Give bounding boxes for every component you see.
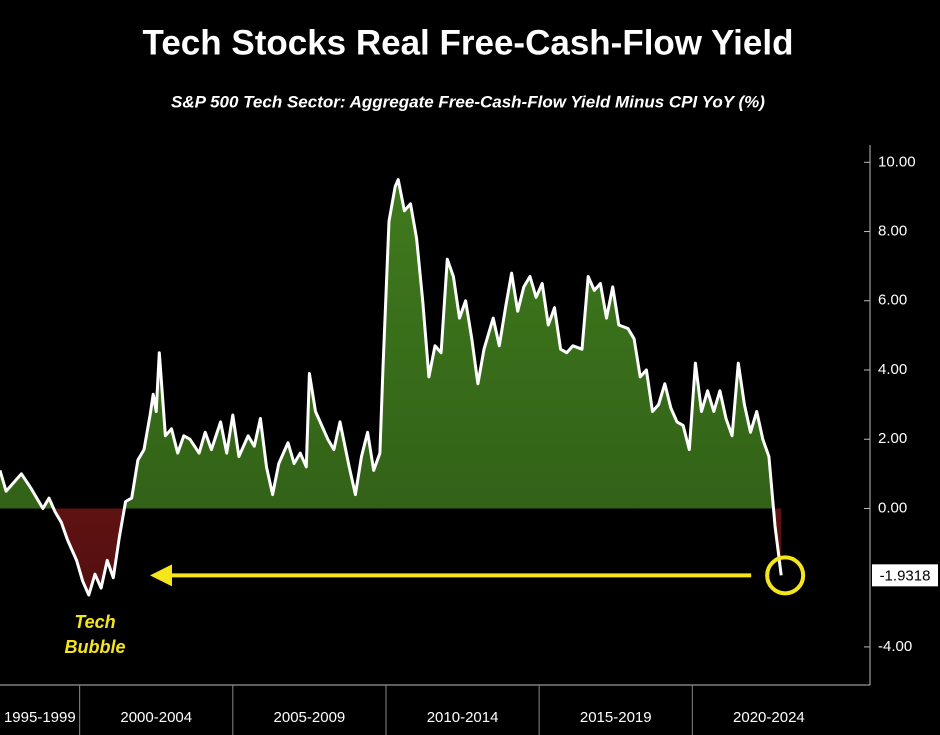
y-tick-label: 10.00 bbox=[878, 153, 916, 170]
y-tick-label: 0.00 bbox=[878, 499, 907, 516]
chart-subtitle: S&P 500 Tech Sector: Aggregate Free-Cash… bbox=[171, 92, 765, 111]
x-tick-label: 2020-2024 bbox=[733, 709, 805, 726]
last-point-circle bbox=[765, 555, 806, 596]
chart-title: Tech Stocks Real Free-Cash-Flow Yield bbox=[143, 23, 794, 62]
annotation: Tech bbox=[74, 612, 115, 632]
x-tick-label: 2010-2014 bbox=[427, 709, 499, 726]
annotation: Bubble bbox=[65, 637, 126, 657]
series-line bbox=[0, 178, 783, 597]
y-tick-label: 6.00 bbox=[878, 292, 907, 309]
y-tick-label: 2.00 bbox=[878, 430, 907, 447]
y-tick-label: 8.00 bbox=[878, 223, 907, 240]
y-tick-label: 4.00 bbox=[878, 361, 907, 378]
x-tick-label: 2005-2009 bbox=[274, 709, 346, 726]
x-tick-label: 2000-2004 bbox=[120, 709, 192, 726]
x-tick-label: 1995-1999 bbox=[4, 709, 76, 726]
x-tick-label: 2015-2019 bbox=[580, 709, 652, 726]
last-value-label: -1.9318 bbox=[880, 567, 931, 584]
last-value-box bbox=[872, 564, 938, 587]
negative-area bbox=[0, 508, 782, 595]
positive-area bbox=[0, 179, 774, 509]
arrow-head bbox=[150, 564, 172, 587]
y-tick-label: -4.00 bbox=[878, 638, 912, 655]
